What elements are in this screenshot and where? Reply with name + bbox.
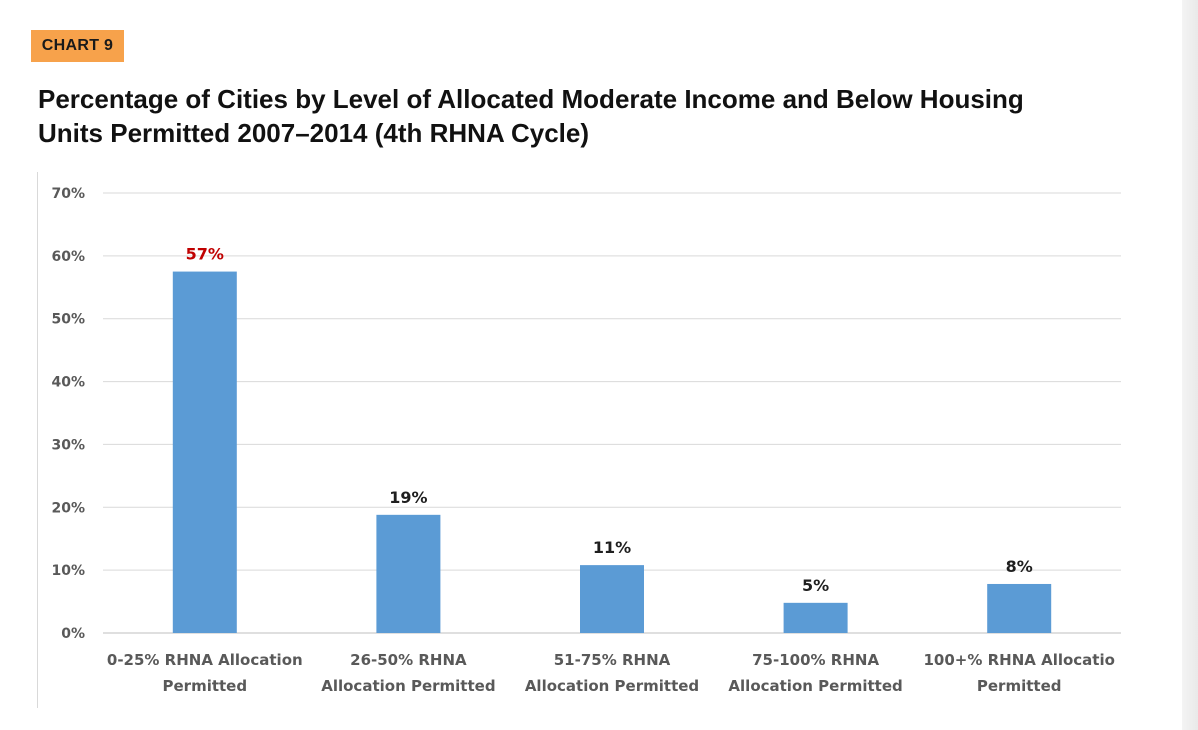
y-tick-label: 70% [51,186,85,202]
chart-title-line-1: Percentage of Cities by Level of Allocat… [38,84,1024,114]
bar [783,602,848,633]
data-label: 8% [1006,557,1033,576]
x-category-label: Permitted [977,677,1062,695]
data-label: 19% [389,488,427,507]
y-tick-label: 30% [51,437,85,453]
x-category-label: 100+% RHNA Allocatio [923,651,1114,669]
chart-frame [37,172,1159,708]
y-tick-label: 40% [51,375,85,391]
bar [376,514,441,633]
y-tick-label: 10% [51,563,85,579]
x-category-label: Allocation Permitted [728,677,902,695]
data-label: 5% [802,576,829,595]
data-label: 57% [186,245,224,264]
x-category-label: Allocation Permitted [525,677,699,695]
data-label: 11% [593,538,631,557]
bar [580,565,644,633]
x-category-label: 0-25% RHNA Allocation [107,651,303,669]
y-tick-label: 50% [51,312,85,328]
bar [172,271,237,633]
chart-title-line-2: Units Permitted 2007–2014 (4th RHNA Cycl… [38,118,590,148]
y-tick-label: 20% [51,500,85,516]
page-edge-shadow [1182,0,1198,730]
y-tick-label: 60% [51,249,85,265]
x-category-label: 26-50% RHNA [350,651,467,669]
chart-title: Percentage of Cities by Level of Allocat… [38,82,1158,150]
chart-number-badge: CHART 9 [31,30,124,62]
x-category-label: Allocation Permitted [321,677,495,695]
x-category-label: Permitted [163,677,248,695]
x-category-label: 51-75% RHNA [554,651,671,669]
x-category-label: 75-100% RHNA [752,651,879,669]
bar [987,583,1052,633]
y-tick-label: 0% [61,626,85,642]
